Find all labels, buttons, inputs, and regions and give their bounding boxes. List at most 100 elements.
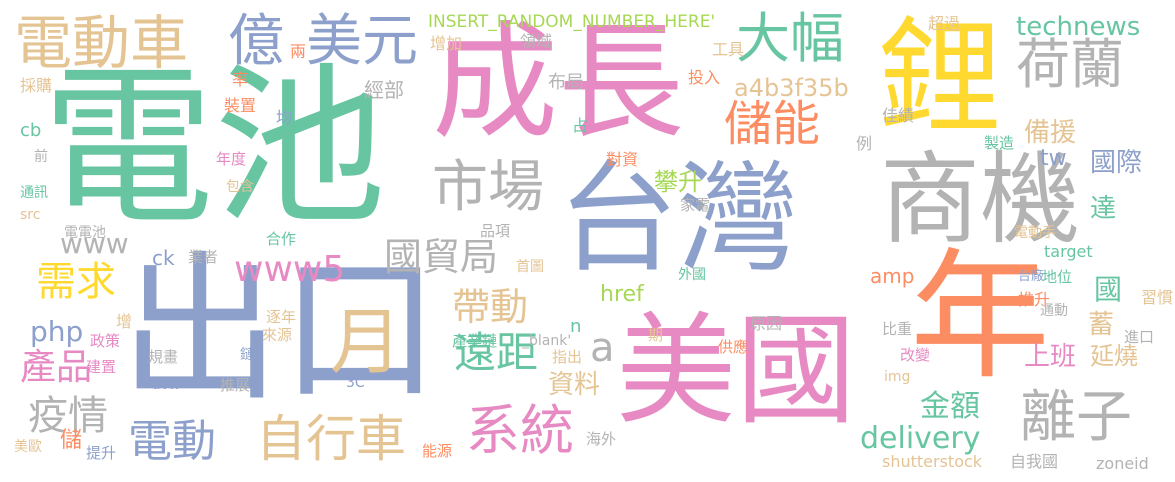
word: 台廠 — [1018, 269, 1045, 284]
word: 兩 — [290, 42, 307, 61]
word: 首圖 — [516, 259, 544, 275]
word: 指出 — [552, 348, 583, 366]
word: 前 — [34, 149, 48, 165]
word: 商機 — [880, 141, 1080, 258]
word: 對資 — [606, 150, 639, 169]
word: 經部 — [364, 78, 404, 102]
word: 資料 — [548, 370, 601, 400]
word: cb — [20, 120, 42, 141]
word: 業者 — [188, 248, 219, 266]
word: 系統 — [466, 399, 574, 462]
word: 上班 — [1024, 342, 1077, 372]
word: 疫情 — [28, 393, 108, 439]
word: 習慣 — [1140, 288, 1173, 307]
word: INSERT_RANDOM_NUMBER_HERE' — [428, 12, 716, 32]
word: 鋰 — [878, 6, 1003, 150]
word: 採購 — [20, 76, 53, 95]
word: 原因 — [750, 314, 783, 333]
word: href — [600, 282, 644, 307]
word: 率 — [232, 70, 249, 89]
word: 蓄 — [1088, 310, 1115, 340]
word: 合作 — [266, 230, 297, 248]
word: 電動車 — [14, 9, 189, 77]
word: 大幅 — [736, 7, 844, 70]
word: 逐年 — [266, 308, 297, 326]
word: 占 — [572, 116, 589, 135]
word: 電池 — [42, 47, 386, 248]
word: _blank' — [522, 333, 572, 349]
word: 外國 — [678, 267, 706, 283]
word: a — [590, 325, 615, 371]
word: 電動手 — [1014, 225, 1056, 241]
word: 布局 — [548, 72, 584, 93]
word: 製造 — [984, 134, 1015, 152]
word: 家電 — [680, 196, 711, 214]
word: 通動 — [1040, 303, 1068, 319]
word: target — [1044, 242, 1093, 261]
word: 成長 — [432, 9, 684, 156]
word: 荷蘭 — [1016, 33, 1124, 96]
word: 裝置 — [224, 96, 257, 115]
word: 建置 — [86, 358, 117, 376]
word: 品項 — [480, 222, 511, 240]
word: 通訊 — [20, 185, 48, 201]
word: www — [60, 227, 129, 260]
word: 工具 — [712, 40, 745, 59]
word: 電動 — [128, 416, 216, 467]
word: 海外 — [586, 430, 617, 448]
word: 推展 — [220, 376, 251, 394]
word: 自我國 — [1010, 452, 1059, 471]
word: 產業鏈 — [452, 332, 498, 350]
word: 電電池 — [64, 225, 106, 241]
word: 比重 — [882, 320, 913, 338]
word: 年 — [910, 236, 1051, 399]
word: 儲能 — [724, 96, 821, 152]
word: 台灣 — [558, 150, 798, 289]
word: 改變 — [900, 346, 931, 364]
word: ck — [152, 246, 175, 270]
word: 國貿局 — [384, 235, 499, 279]
word: 提升 — [86, 444, 117, 462]
word: 年度 — [216, 150, 247, 168]
word: 延燒 — [1090, 342, 1138, 370]
word: 國際 — [1090, 148, 1143, 178]
word: 美歐 — [14, 439, 42, 455]
word: amp — [870, 264, 915, 288]
word: tw — [1040, 146, 1067, 171]
word: 包含 — [226, 179, 254, 195]
word: 投入 — [688, 68, 721, 87]
word: php — [30, 315, 84, 348]
word: delivery — [860, 421, 981, 456]
word: 供應 — [718, 338, 749, 356]
word: 備援 — [1024, 118, 1077, 148]
word: www5 — [234, 249, 346, 290]
word: src — [20, 207, 41, 223]
word: 領域 — [520, 32, 553, 51]
word: 金額 — [920, 389, 980, 424]
word: 能源 — [422, 442, 453, 460]
word: 推升 — [1018, 290, 1051, 309]
word: 美元 — [306, 9, 418, 74]
word: avw — [152, 377, 181, 393]
word: 億 — [228, 9, 284, 74]
word: zoneid — [1096, 454, 1149, 473]
word: shutterstock — [882, 452, 983, 471]
word: 出口 — [120, 236, 441, 423]
word: 達 — [1090, 194, 1117, 224]
word: 攀升 — [654, 168, 702, 196]
word: n — [570, 316, 582, 337]
word: 地位 — [1042, 268, 1073, 286]
word: 產品 — [20, 347, 93, 388]
word: 離子 — [1020, 385, 1132, 450]
word: 國 — [1094, 273, 1123, 306]
word: 政策 — [90, 332, 121, 350]
word: 進口 — [1124, 328, 1155, 346]
word: 均 — [276, 108, 293, 127]
word: img — [884, 369, 911, 385]
word: 例 — [856, 134, 873, 153]
word: 鏈 — [240, 347, 254, 363]
word: 美國 — [616, 302, 856, 441]
word: 增 — [116, 312, 133, 331]
word: a4b3f35b — [734, 74, 849, 102]
